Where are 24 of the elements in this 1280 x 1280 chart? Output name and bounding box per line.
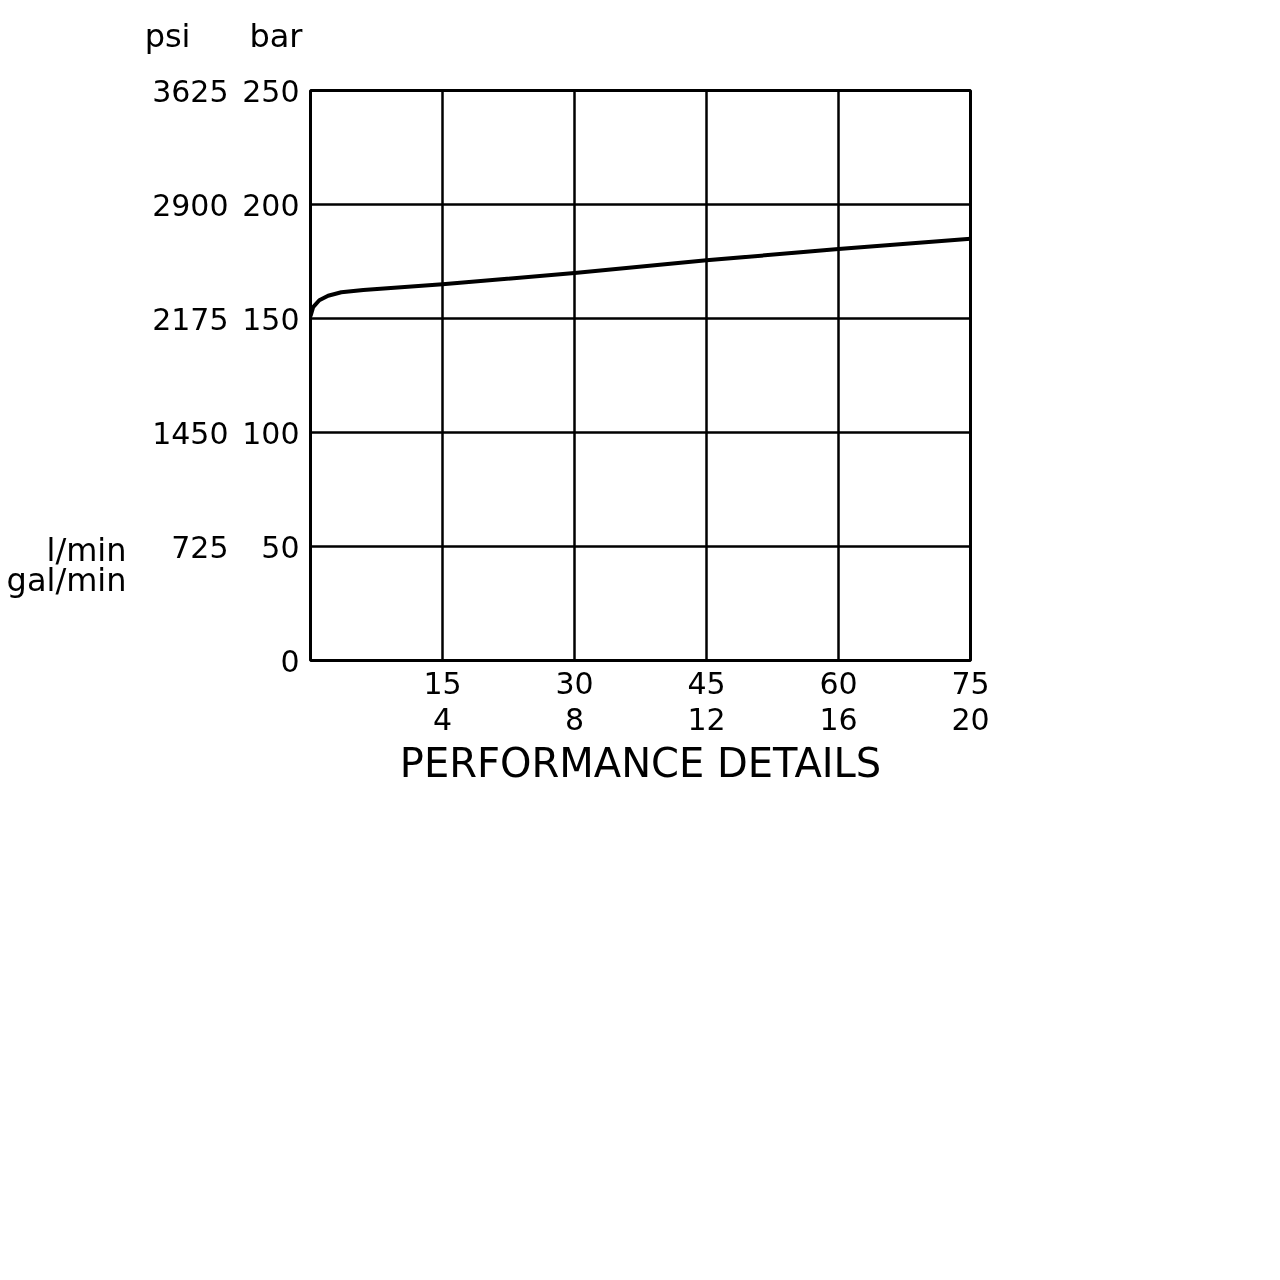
x-tick-label: 30 bbox=[555, 665, 594, 701]
x-tick-label: 75 bbox=[951, 665, 990, 701]
x-tick-label: 45 bbox=[687, 665, 726, 701]
y2-tick-label: 3625 bbox=[152, 73, 229, 109]
x-tick-label: 60 bbox=[819, 665, 858, 701]
x2-tick-label: 20 bbox=[951, 701, 990, 737]
y2-tick-label: 2900 bbox=[152, 187, 229, 223]
x2-tick-label: 4 bbox=[432, 701, 453, 737]
y2-tick-label: 1450 bbox=[152, 415, 229, 451]
x-tick-label: 15 bbox=[423, 665, 462, 701]
x2-tick-label: 8 bbox=[564, 701, 585, 737]
y-tick-label: 50 bbox=[261, 529, 300, 565]
x2-tick-label: 16 bbox=[819, 701, 858, 737]
x2-tick-label: 12 bbox=[687, 701, 726, 737]
y-tick-label: 250 bbox=[242, 73, 300, 109]
y-tick-label: 200 bbox=[242, 187, 300, 223]
y-axis-title: bar bbox=[249, 16, 304, 55]
y-tick-label: 100 bbox=[242, 415, 300, 451]
y-tick-label: 0 bbox=[280, 643, 300, 679]
y-tick-label: 150 bbox=[242, 301, 300, 337]
text: PERFORMANCE DETAILS bbox=[399, 739, 882, 786]
y2-tick-label: 725 bbox=[171, 529, 229, 565]
y2-tick-label: 2175 bbox=[152, 301, 229, 337]
y2-axis-title: psi bbox=[144, 16, 191, 55]
